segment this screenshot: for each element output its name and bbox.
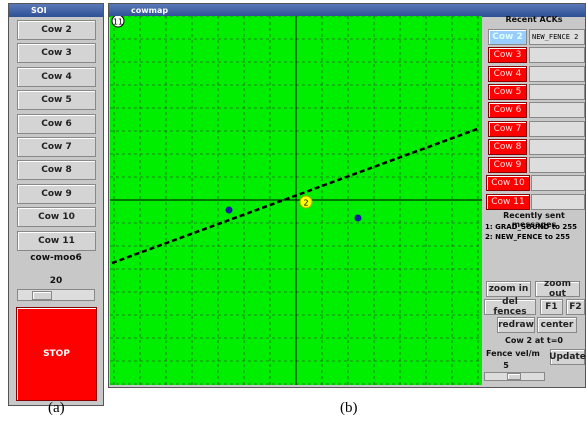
f1-button[interactable]: F1 <box>540 299 563 315</box>
ack-message: NEW_FENCE 2 <box>529 29 585 45</box>
ack-button[interactable]: Cow 3 <box>488 47 527 64</box>
ack-message <box>529 65 585 82</box>
cow-point <box>354 214 362 222</box>
status: Cow 2 at t=0 <box>505 336 563 345</box>
window-title: SOI <box>31 6 47 15</box>
sent-title: Recently sent messages <box>503 211 565 229</box>
f2-button[interactable]: F2 <box>566 299 585 315</box>
fence-line <box>111 126 481 265</box>
window-title: cowmap <box>131 6 169 15</box>
ack-message <box>529 83 585 100</box>
zoom-out-button[interactable]: zoom out <box>535 279 580 299</box>
slider[interactable] <box>17 289 95 301</box>
acks-title: Recent ACKs <box>505 15 563 24</box>
ack-message <box>529 157 585 174</box>
title-bar: SOI <box>9 4 103 17</box>
ack-message <box>529 47 585 64</box>
cow-label: cow-moo6 <box>30 253 82 263</box>
ack-message <box>531 175 585 192</box>
ack-message <box>529 138 585 155</box>
cow-button[interactable]: Cow 4 <box>17 66 96 87</box>
zoom-in-button[interactable]: zoom in <box>486 281 531 297</box>
redraw-button[interactable]: redraw <box>497 317 535 333</box>
ack-message <box>529 102 585 119</box>
cow-button[interactable]: Cow 5 <box>17 90 96 111</box>
marker-label: 2 <box>303 199 308 208</box>
caption: (a) <box>48 400 65 416</box>
ack-message <box>529 120 585 137</box>
ack-button[interactable]: Cow 6 <box>488 102 527 119</box>
sent-message: 2: NEW_FENCE to 255 <box>485 233 570 241</box>
map: 2 11 <box>110 16 482 385</box>
ack-message <box>531 193 585 210</box>
sent-message: 1: GRAD_SOUND to 255 <box>485 223 577 231</box>
fence-value: 5 <box>503 361 509 370</box>
caption: (b) <box>340 400 358 416</box>
center-button[interactable]: center <box>537 317 577 333</box>
title-bar: cowmap <box>109 4 585 17</box>
cow-marker <box>299 195 313 209</box>
ack-button[interactable]: Cow 11 <box>486 193 530 210</box>
corner-label: 11 <box>113 18 123 27</box>
stop-button[interactable]: STOP <box>16 307 97 401</box>
ack-button[interactable]: Cow 2 <box>488 29 527 45</box>
ack-button[interactable]: Cow 7 <box>488 120 527 137</box>
cow-button[interactable]: Cow 6 <box>17 113 96 134</box>
cow-button[interactable]: Cow 9 <box>17 183 96 204</box>
cow-button[interactable]: Cow 7 <box>17 137 96 157</box>
cow-button[interactable]: Cow 10 <box>17 207 96 228</box>
fence-slider[interactable] <box>484 372 545 381</box>
cow-button[interactable]: Cow 3 <box>17 43 96 64</box>
del-fences-button[interactable]: del fences <box>484 297 536 317</box>
ack-button[interactable]: Cow 9 <box>488 157 527 174</box>
cow-point <box>225 206 233 214</box>
update-button[interactable]: Update <box>549 349 586 365</box>
cow-button[interactable]: Cow 2 <box>17 20 96 40</box>
cow-button[interactable]: Cow 8 <box>17 160 96 181</box>
slider-value: 20 <box>49 276 63 286</box>
ack-button[interactable]: Cow 4 <box>488 65 527 82</box>
corner-marker <box>111 16 125 28</box>
ack-button[interactable]: Cow 5 <box>488 83 527 100</box>
ack-button[interactable]: Cow 8 <box>488 138 527 155</box>
sent-messages: 1: GRAD_SOUND to 255 2: NEW_FENCE to 255 <box>483 222 585 279</box>
fence-label: Fence vel/m <box>486 349 540 358</box>
ack-button[interactable]: Cow 10 <box>486 175 530 192</box>
cow-button[interactable]: Cow 11 <box>17 230 96 251</box>
